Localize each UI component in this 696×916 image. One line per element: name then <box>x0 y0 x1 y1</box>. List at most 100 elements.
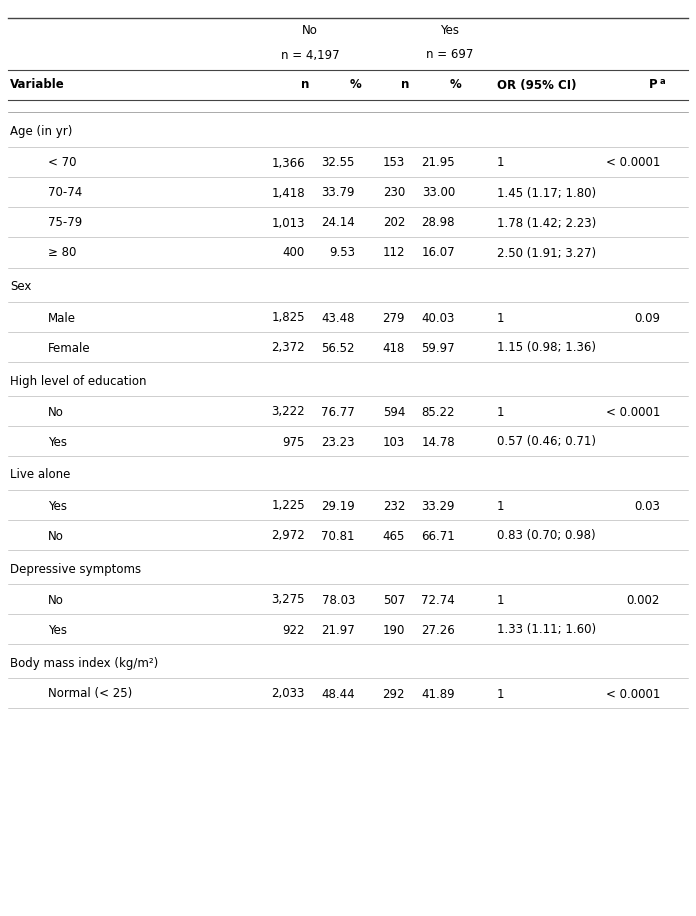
Text: n = 4,197: n = 4,197 <box>280 49 340 61</box>
Text: 41.89: 41.89 <box>421 688 455 701</box>
Text: 2,972: 2,972 <box>271 529 305 542</box>
Text: 21.97: 21.97 <box>322 624 355 637</box>
Text: 232: 232 <box>383 499 405 512</box>
Text: 23.23: 23.23 <box>322 435 355 449</box>
Text: 33.00: 33.00 <box>422 187 455 200</box>
Text: 230: 230 <box>383 187 405 200</box>
Text: %: % <box>449 79 461 92</box>
Text: Yes: Yes <box>48 499 67 512</box>
Text: 43.48: 43.48 <box>322 311 355 324</box>
Text: n: n <box>401 79 409 92</box>
Text: Variable: Variable <box>10 79 65 92</box>
Text: 0.83 (0.70; 0.98): 0.83 (0.70; 0.98) <box>497 529 596 542</box>
Text: 3,275: 3,275 <box>271 594 305 606</box>
Text: 153: 153 <box>383 157 405 169</box>
Text: 3,222: 3,222 <box>271 406 305 419</box>
Text: No: No <box>48 594 64 606</box>
Text: 1.45 (1.17; 1.80): 1.45 (1.17; 1.80) <box>497 187 596 200</box>
Text: 2,033: 2,033 <box>271 688 305 701</box>
Text: OR (95% CI): OR (95% CI) <box>497 79 576 92</box>
Text: < 0.0001: < 0.0001 <box>606 406 660 419</box>
Text: 21.95: 21.95 <box>421 157 455 169</box>
Text: 0.002: 0.002 <box>626 594 660 606</box>
Text: 32.55: 32.55 <box>322 157 355 169</box>
Text: 922: 922 <box>283 624 305 637</box>
Text: 1,366: 1,366 <box>271 157 305 169</box>
Text: 1.33 (1.11; 1.60): 1.33 (1.11; 1.60) <box>497 624 596 637</box>
Text: 594: 594 <box>383 406 405 419</box>
Text: Male: Male <box>48 311 76 324</box>
Text: Yes: Yes <box>48 624 67 637</box>
Text: n = 697: n = 697 <box>427 49 474 61</box>
Text: < 70: < 70 <box>48 157 77 169</box>
Text: Sex: Sex <box>10 280 31 293</box>
Text: 418: 418 <box>383 342 405 354</box>
Text: 1: 1 <box>497 157 505 169</box>
Text: 40.03: 40.03 <box>422 311 455 324</box>
Text: Body mass index (kg/m²): Body mass index (kg/m²) <box>10 657 158 670</box>
Text: 66.71: 66.71 <box>421 529 455 542</box>
Text: %: % <box>349 79 361 92</box>
Text: 103: 103 <box>383 435 405 449</box>
Text: 72.74: 72.74 <box>421 594 455 606</box>
Text: Live alone: Live alone <box>10 468 70 482</box>
Text: No: No <box>302 24 318 37</box>
Text: 16.07: 16.07 <box>421 246 455 259</box>
Text: 1,825: 1,825 <box>271 311 305 324</box>
Text: 112: 112 <box>383 246 405 259</box>
Text: P: P <box>649 79 658 92</box>
Text: 279: 279 <box>383 311 405 324</box>
Text: 1.15 (0.98; 1.36): 1.15 (0.98; 1.36) <box>497 342 596 354</box>
Text: 190: 190 <box>383 624 405 637</box>
Text: 33.79: 33.79 <box>322 187 355 200</box>
Text: 9.53: 9.53 <box>329 246 355 259</box>
Text: 27.26: 27.26 <box>421 624 455 637</box>
Text: 78.03: 78.03 <box>322 594 355 606</box>
Text: 33.29: 33.29 <box>422 499 455 512</box>
Text: 1: 1 <box>497 406 505 419</box>
Text: 1: 1 <box>497 499 505 512</box>
Text: 0.57 (0.46; 0.71): 0.57 (0.46; 0.71) <box>497 435 596 449</box>
Text: 29.19: 29.19 <box>322 499 355 512</box>
Text: < 0.0001: < 0.0001 <box>606 688 660 701</box>
Text: 76.77: 76.77 <box>322 406 355 419</box>
Text: 975: 975 <box>283 435 305 449</box>
Text: 292: 292 <box>383 688 405 701</box>
Text: 0.03: 0.03 <box>634 499 660 512</box>
Text: 70.81: 70.81 <box>322 529 355 542</box>
Text: 56.52: 56.52 <box>322 342 355 354</box>
Text: No: No <box>48 529 64 542</box>
Text: 400: 400 <box>283 246 305 259</box>
Text: 1: 1 <box>497 311 505 324</box>
Text: Yes: Yes <box>441 24 459 37</box>
Text: < 0.0001: < 0.0001 <box>606 157 660 169</box>
Text: 1: 1 <box>497 688 505 701</box>
Text: ≥ 80: ≥ 80 <box>48 246 77 259</box>
Text: 1: 1 <box>497 594 505 606</box>
Text: Age (in yr): Age (in yr) <box>10 125 72 138</box>
Text: Female: Female <box>48 342 90 354</box>
Text: n: n <box>301 79 309 92</box>
Text: 202: 202 <box>383 216 405 230</box>
Text: 1,225: 1,225 <box>271 499 305 512</box>
Text: 1,013: 1,013 <box>271 216 305 230</box>
Text: 59.97: 59.97 <box>421 342 455 354</box>
Text: a: a <box>660 77 665 85</box>
Text: 70-74: 70-74 <box>48 187 82 200</box>
Text: 75-79: 75-79 <box>48 216 82 230</box>
Text: 2.50 (1.91; 3.27): 2.50 (1.91; 3.27) <box>497 246 596 259</box>
Text: 24.14: 24.14 <box>322 216 355 230</box>
Text: 0.09: 0.09 <box>634 311 660 324</box>
Text: 507: 507 <box>383 594 405 606</box>
Text: 85.22: 85.22 <box>422 406 455 419</box>
Text: No: No <box>48 406 64 419</box>
Text: 1,418: 1,418 <box>271 187 305 200</box>
Text: Normal (< 25): Normal (< 25) <box>48 688 132 701</box>
Text: 28.98: 28.98 <box>422 216 455 230</box>
Text: 48.44: 48.44 <box>322 688 355 701</box>
Text: 2,372: 2,372 <box>271 342 305 354</box>
Text: 14.78: 14.78 <box>421 435 455 449</box>
Text: 1.78 (1.42; 2.23): 1.78 (1.42; 2.23) <box>497 216 596 230</box>
Text: Yes: Yes <box>48 435 67 449</box>
Text: Depressive symptoms: Depressive symptoms <box>10 562 141 575</box>
